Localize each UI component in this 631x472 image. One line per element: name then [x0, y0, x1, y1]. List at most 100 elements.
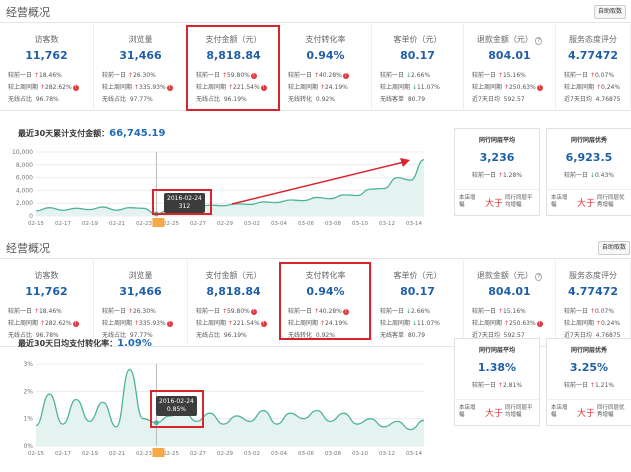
metric-card[interactable]: 支付金额（元） 8,818.84 较前一日 ↑59.80%! 较上周同期 ↑221.5… [188, 260, 280, 345]
mobile-share: 无线转化 0.92% [288, 332, 335, 339]
metric-label: 退款金额（元） ? [476, 271, 543, 281]
mobile-share: 无线占比 97.77% [102, 96, 153, 103]
metric-card[interactable]: 客单价（元） 80.17 较前一日 ↓2.66% 较上周同期 ↓11.07% 无线客单 … [372, 24, 464, 109]
data-point [153, 420, 159, 426]
metric-card[interactable]: 退款金额（元） ? 804.01 较前一日 ↑15.16% 较上周同期 ↑250.63… [464, 24, 556, 109]
trend-arrow-icon: ↑ [595, 320, 601, 327]
week-compare: 较上周同期 ↑0.24% [564, 320, 621, 327]
trend-arrow-icon: ↑ [589, 308, 595, 315]
trend-arrow-icon: ↓ [411, 320, 417, 327]
metric-card[interactable]: 服务态度评分 4.77472 较前一日 ↑0.07% 较上周同期 ↑0.24% 近7天日… [556, 260, 631, 345]
metric-value: 31,466 [119, 285, 162, 298]
metric-value: 0.94% [306, 285, 345, 298]
day-compare: 较前一日 ↑40.28%! [288, 72, 349, 79]
metric-card[interactable]: 访客数 11,762 较前一日 ↑18.46% 较上周同期 ↑282.62%! 无线占比… [0, 24, 94, 109]
x-tick-label: 02-29 [217, 451, 233, 457]
trend-arrow-icon: ↑ [319, 84, 325, 91]
self-service-button[interactable]: 自助取数 [598, 241, 631, 255]
x-tick-label: 02-27 [190, 451, 206, 457]
week-compare: 较上周同期 ↑0.24% [564, 84, 621, 91]
help-icon[interactable]: ? [535, 273, 543, 281]
metric-card[interactable]: 退款金额（元） ? 804.01 较前一日 ↑15.16% 较上周同期 ↑250.63… [464, 260, 556, 345]
metric-label: 支付转化率 [305, 35, 346, 44]
trend-arrow-icon: ↑ [133, 320, 139, 327]
metric-value: 4.77472 [567, 285, 619, 298]
metric-value: 11,762 [25, 49, 68, 62]
trend-arrow-icon: ↑ [313, 308, 319, 315]
trend-arrow-icon: ↓ [405, 72, 411, 79]
day-compare: 较前一日 ↑0.07% [564, 308, 615, 315]
peer-card: 同行同层平均 1.38% 较前一日 ↑2.81% 本店增幅 大于 同行同层平均增幅 [454, 338, 540, 426]
metric-card[interactable]: 浏览量 31,466 较前一日 ↑26.30% 较上周同期 ↑335.93%! 无线占比… [94, 260, 188, 345]
divider [0, 110, 631, 111]
x-tick-label: 03-08 [325, 451, 341, 457]
metric-card[interactable]: 支付转化率 0.94% 较前一日 ↑40.28%! 较上周同期 ↑24.19% 无线转化… [280, 260, 372, 345]
trend-arrow-icon: ↑ [221, 308, 227, 315]
day-compare: 较前一日 ↑26.30% [102, 308, 156, 315]
help-icon[interactable]: ? [535, 37, 543, 45]
chart-average: 1.09% [117, 338, 152, 349]
alert-icon: ! [536, 320, 543, 327]
alert-icon: ! [250, 308, 257, 315]
mobile-share: 无线占比 96.19% [196, 332, 247, 339]
trend-arrow-icon: ↑ [133, 84, 139, 91]
x-tick-label: 02-29 [217, 221, 233, 227]
trend-arrow-icon: ↑ [503, 320, 509, 327]
peer-card-value: 3,236 [479, 151, 515, 164]
chart-title: 最近30天日均支付转化率：1.09% [18, 338, 152, 349]
x-tick-label: 03-04 [271, 221, 287, 227]
mobile-share: 近7天日均 4.76875 [564, 96, 621, 103]
mobile-share: 近7天日均 592.57 [472, 96, 525, 103]
trend-arrow-icon: ↑ [127, 308, 133, 315]
trend-arrow-icon: ↑ [497, 172, 503, 179]
metric-label: 浏览量 [128, 35, 153, 44]
y-tick-label: 0 [29, 213, 33, 220]
metric-card[interactable]: 服务态度评分 4.77472 较前一日 ↑0.07% 较上周同期 ↑0.24% 近7天日… [556, 24, 631, 109]
alert-icon: ! [536, 84, 543, 91]
alert-icon: ! [250, 72, 257, 79]
x-range-handle [152, 218, 165, 227]
day-compare: 较前一日 ↑15.16% [472, 308, 526, 315]
x-tick-label: 03-04 [271, 451, 287, 457]
mobile-share: 无线占比 96.78% [8, 332, 59, 339]
metric-card[interactable]: 支付金额（元） 8,818.84 较前一日 ↑59.80%! 较上周同期 ↑221.5… [188, 24, 280, 109]
highlight-box [279, 262, 371, 340]
week-compare: 较上周同期 ↓11.07% [380, 320, 440, 327]
x-tick-label: 02-17 [55, 221, 71, 227]
metric-label: 访客数 [34, 35, 59, 44]
trend-arrow-icon: ↓ [405, 308, 411, 315]
week-compare: 较上周同期 ↑221.54%! [196, 320, 267, 327]
y-tick-label: 2,000 [16, 200, 33, 207]
peer-card-compare: 较前一日 ↑2.81% [471, 382, 523, 389]
metric-value: 8,818.84 [206, 49, 261, 62]
metric-card[interactable]: 客单价（元） 80.17 较前一日 ↓2.66% 较上周同期 ↓11.07% 无线客单 … [372, 260, 464, 345]
metric-value: 80.17 [400, 49, 435, 62]
self-service-button[interactable]: 自助取数 [594, 5, 627, 19]
day-compare: 较前一日 ↓2.66% [380, 72, 431, 79]
x-tick-label: 02-15 [28, 451, 44, 457]
y-tick-label: 4,000 [16, 187, 33, 194]
trend-arrow-icon: ↑ [39, 320, 45, 327]
metric-card[interactable]: 访客数 11,762 较前一日 ↑18.46% 较上周同期 ↑282.62%! 无线占比… [0, 260, 94, 345]
metric-label: 客单价（元） [393, 271, 442, 280]
trend-arrow-icon: ↑ [497, 308, 503, 315]
metric-label: 支付转化率 [305, 271, 346, 280]
week-compare: 较上周同期 ↑282.62%! [8, 84, 79, 91]
alert-icon: ! [342, 72, 349, 79]
metric-value: 0.94% [306, 49, 345, 62]
x-tick-label: 03-12 [379, 451, 395, 457]
peer-card: 同行同层优秀 3.25% 较前一日 ↑1.21% 本店增幅 大于 同行同层优秀增幅 [546, 338, 631, 426]
trend-arrow-icon: ↑ [33, 72, 39, 79]
metric-value: 11,762 [25, 285, 68, 298]
x-tick-label: 03-14 [406, 221, 422, 227]
metric-value: 804.01 [488, 49, 531, 62]
alert-icon: ! [72, 320, 79, 327]
highlight-box [152, 189, 212, 215]
metric-card[interactable]: 支付转化率 0.94% 较前一日 ↑40.28%! 较上周同期 ↑24.19% 无线转化… [280, 24, 372, 109]
payment-amount-chart: 10,000 8,000 6,000 4,000 2,000 002-15 02-17 02-… [12, 149, 425, 227]
peer-card-title: 同行同层平均 [478, 137, 515, 144]
x-tick-label: 02-21 [109, 221, 125, 227]
metric-card[interactable]: 浏览量 31,466 较前一日 ↑26.30% 较上周同期 ↑335.93%! 无线占比… [94, 24, 188, 109]
day-compare: 较前一日 ↑40.28%! [288, 308, 349, 315]
day-compare: 较前一日 ↑59.80%! [196, 72, 257, 79]
